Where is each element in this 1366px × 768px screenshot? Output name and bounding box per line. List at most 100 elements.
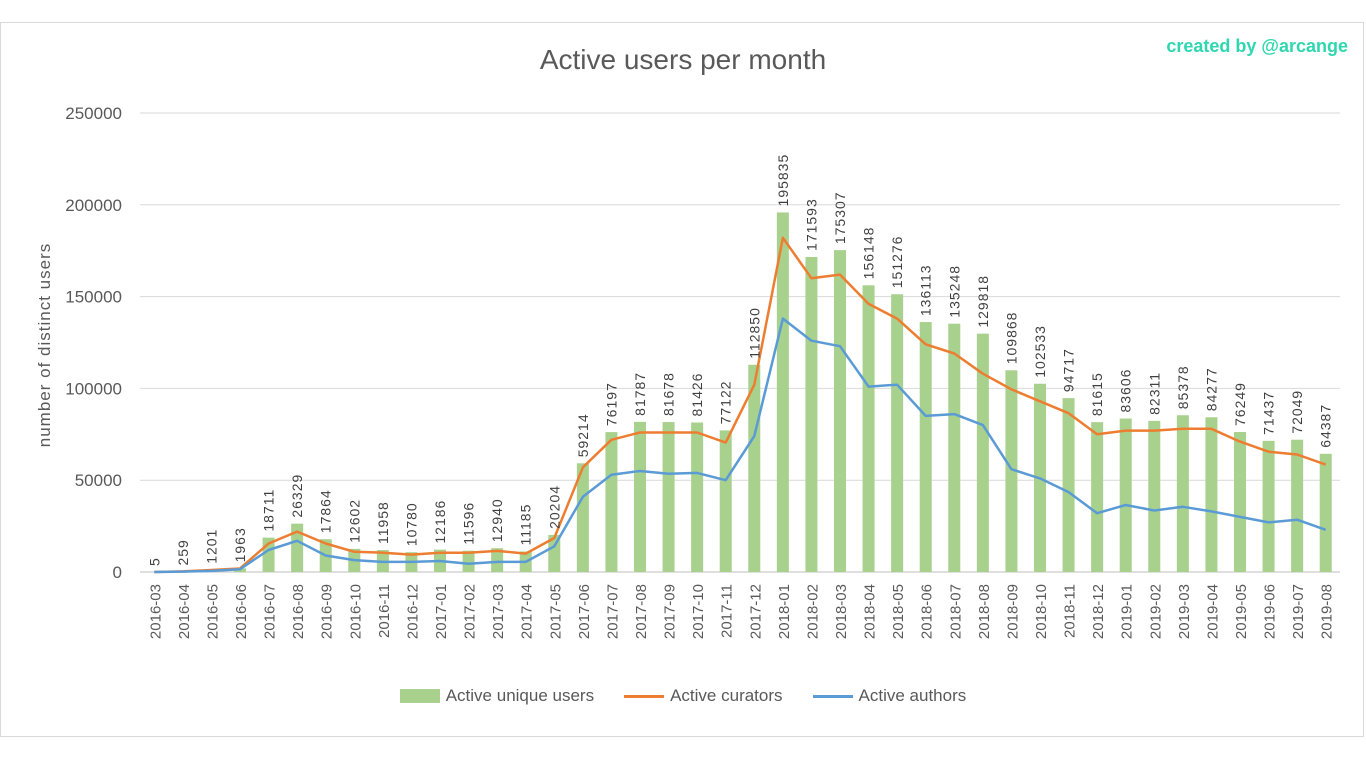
x-tick-label: 2019-06 xyxy=(1262,584,1279,639)
x-tick-label: 2018-10 xyxy=(1033,584,1050,639)
x-tick-label: 2016-03 xyxy=(147,584,164,639)
bar xyxy=(862,285,875,572)
bar xyxy=(1176,415,1189,572)
data-label: 18711 xyxy=(261,489,277,532)
x-tick-label: 2017-08 xyxy=(633,584,650,639)
x-tick-label: 2016-06 xyxy=(233,584,250,639)
x-tick-label: 2019-07 xyxy=(1290,584,1307,639)
x-tick-label: 2018-06 xyxy=(919,584,936,639)
x-tick-label: 2017-06 xyxy=(576,584,593,639)
x-tick-label: 2016-08 xyxy=(290,584,307,639)
data-label: 1201 xyxy=(203,529,219,564)
data-label: 195835 xyxy=(775,154,791,207)
data-label: 151276 xyxy=(889,236,905,289)
data-label: 83606 xyxy=(1118,369,1134,413)
bar xyxy=(776,212,789,572)
legend-item-curators: Active curators xyxy=(624,686,783,706)
x-tick-label: 2017-12 xyxy=(747,584,764,639)
bar xyxy=(576,463,589,572)
legend-swatch-authors xyxy=(812,694,853,698)
bar xyxy=(691,422,704,572)
bar xyxy=(634,421,646,572)
bar xyxy=(291,523,304,572)
bar xyxy=(1091,422,1104,572)
data-label: 5 xyxy=(146,557,162,566)
x-tick-label: 2016-07 xyxy=(262,584,279,639)
x-tick-label: 2018-08 xyxy=(976,584,993,639)
chart-frame xyxy=(0,22,1364,737)
data-label: 109868 xyxy=(1003,312,1019,365)
bar xyxy=(1262,440,1275,572)
x-tick-label: 2017-10 xyxy=(690,584,707,639)
data-label: 129818 xyxy=(975,275,991,328)
credit-label: created by @arcange xyxy=(1166,36,1348,56)
bar xyxy=(891,294,904,572)
legend-item-authors: Active authors xyxy=(812,686,966,706)
bar xyxy=(1119,418,1132,572)
x-tick-label: 2018-03 xyxy=(833,584,850,639)
data-label: 17864 xyxy=(318,489,334,533)
bar xyxy=(834,250,846,572)
data-label: 71437 xyxy=(1261,391,1277,435)
bar xyxy=(548,534,561,572)
data-label: 81426 xyxy=(689,373,705,417)
bar xyxy=(605,432,618,572)
bar xyxy=(748,364,761,572)
x-tick-label: 2018-11 xyxy=(1062,584,1079,638)
bar xyxy=(462,550,475,572)
data-label: 26329 xyxy=(289,474,305,518)
legend-swatch-curators xyxy=(624,694,665,698)
data-label: 72049 xyxy=(1289,390,1305,434)
data-label: 136113 xyxy=(918,264,934,316)
data-label: 59214 xyxy=(575,413,591,457)
data-label: 259 xyxy=(175,539,191,565)
legend-label-curators: Active curators xyxy=(670,686,783,705)
x-tick-label: 2019-01 xyxy=(1119,584,1136,639)
x-tick-label: 2018-05 xyxy=(890,584,907,639)
data-label: 81787 xyxy=(632,372,648,416)
data-label: 11185 xyxy=(518,504,534,546)
series-line-active-curators xyxy=(154,236,1327,574)
legend: Active unique users Active curators Acti… xyxy=(0,686,1366,706)
bar xyxy=(1205,417,1218,572)
data-label: 102533 xyxy=(1032,325,1048,378)
data-label: 11596 xyxy=(461,502,477,545)
y-tick-label: 250000 xyxy=(65,104,122,123)
bar xyxy=(1148,420,1161,572)
bar xyxy=(491,548,504,572)
data-label: 12602 xyxy=(346,499,362,543)
x-tick-label: 2016-11 xyxy=(376,584,393,638)
y-tick-label: 100000 xyxy=(65,379,122,398)
data-label: 12186 xyxy=(432,500,448,544)
x-tick-label: 2018-09 xyxy=(1004,584,1021,639)
bar xyxy=(1062,398,1075,572)
x-tick-label: 2017-11 xyxy=(719,584,736,638)
x-tick-label: 2019-05 xyxy=(1233,584,1250,639)
x-tick-label: 2016-09 xyxy=(319,584,336,639)
bar xyxy=(1005,370,1018,572)
data-label: 82311 xyxy=(1146,372,1162,415)
x-tick-label: 2017-05 xyxy=(547,584,564,639)
series-line-active-authors xyxy=(154,317,1327,574)
data-label: 84277 xyxy=(1203,367,1219,411)
x-tick-label: 2016-10 xyxy=(347,584,364,639)
legend-item-unique-users: Active unique users xyxy=(399,686,594,706)
data-label: 10780 xyxy=(403,502,419,546)
x-tick-label: 2017-09 xyxy=(662,584,679,639)
x-tick-label: 2017-03 xyxy=(490,584,507,639)
x-tick-label: 2018-04 xyxy=(862,584,879,639)
bar xyxy=(1319,453,1332,572)
bar xyxy=(976,333,989,572)
bar xyxy=(662,422,675,572)
x-tick-label: 2016-04 xyxy=(176,584,193,639)
x-tick-label: 2016-05 xyxy=(204,584,221,639)
y-tick-label: 200000 xyxy=(65,196,122,215)
data-label: 11958 xyxy=(375,501,391,544)
data-label: 76197 xyxy=(603,382,619,426)
data-label: 76249 xyxy=(1232,382,1248,426)
x-tick-label: 2017-07 xyxy=(604,584,621,639)
bar xyxy=(948,323,961,572)
data-label: 12940 xyxy=(489,498,505,542)
x-tick-label: 2019-08 xyxy=(1319,584,1336,639)
